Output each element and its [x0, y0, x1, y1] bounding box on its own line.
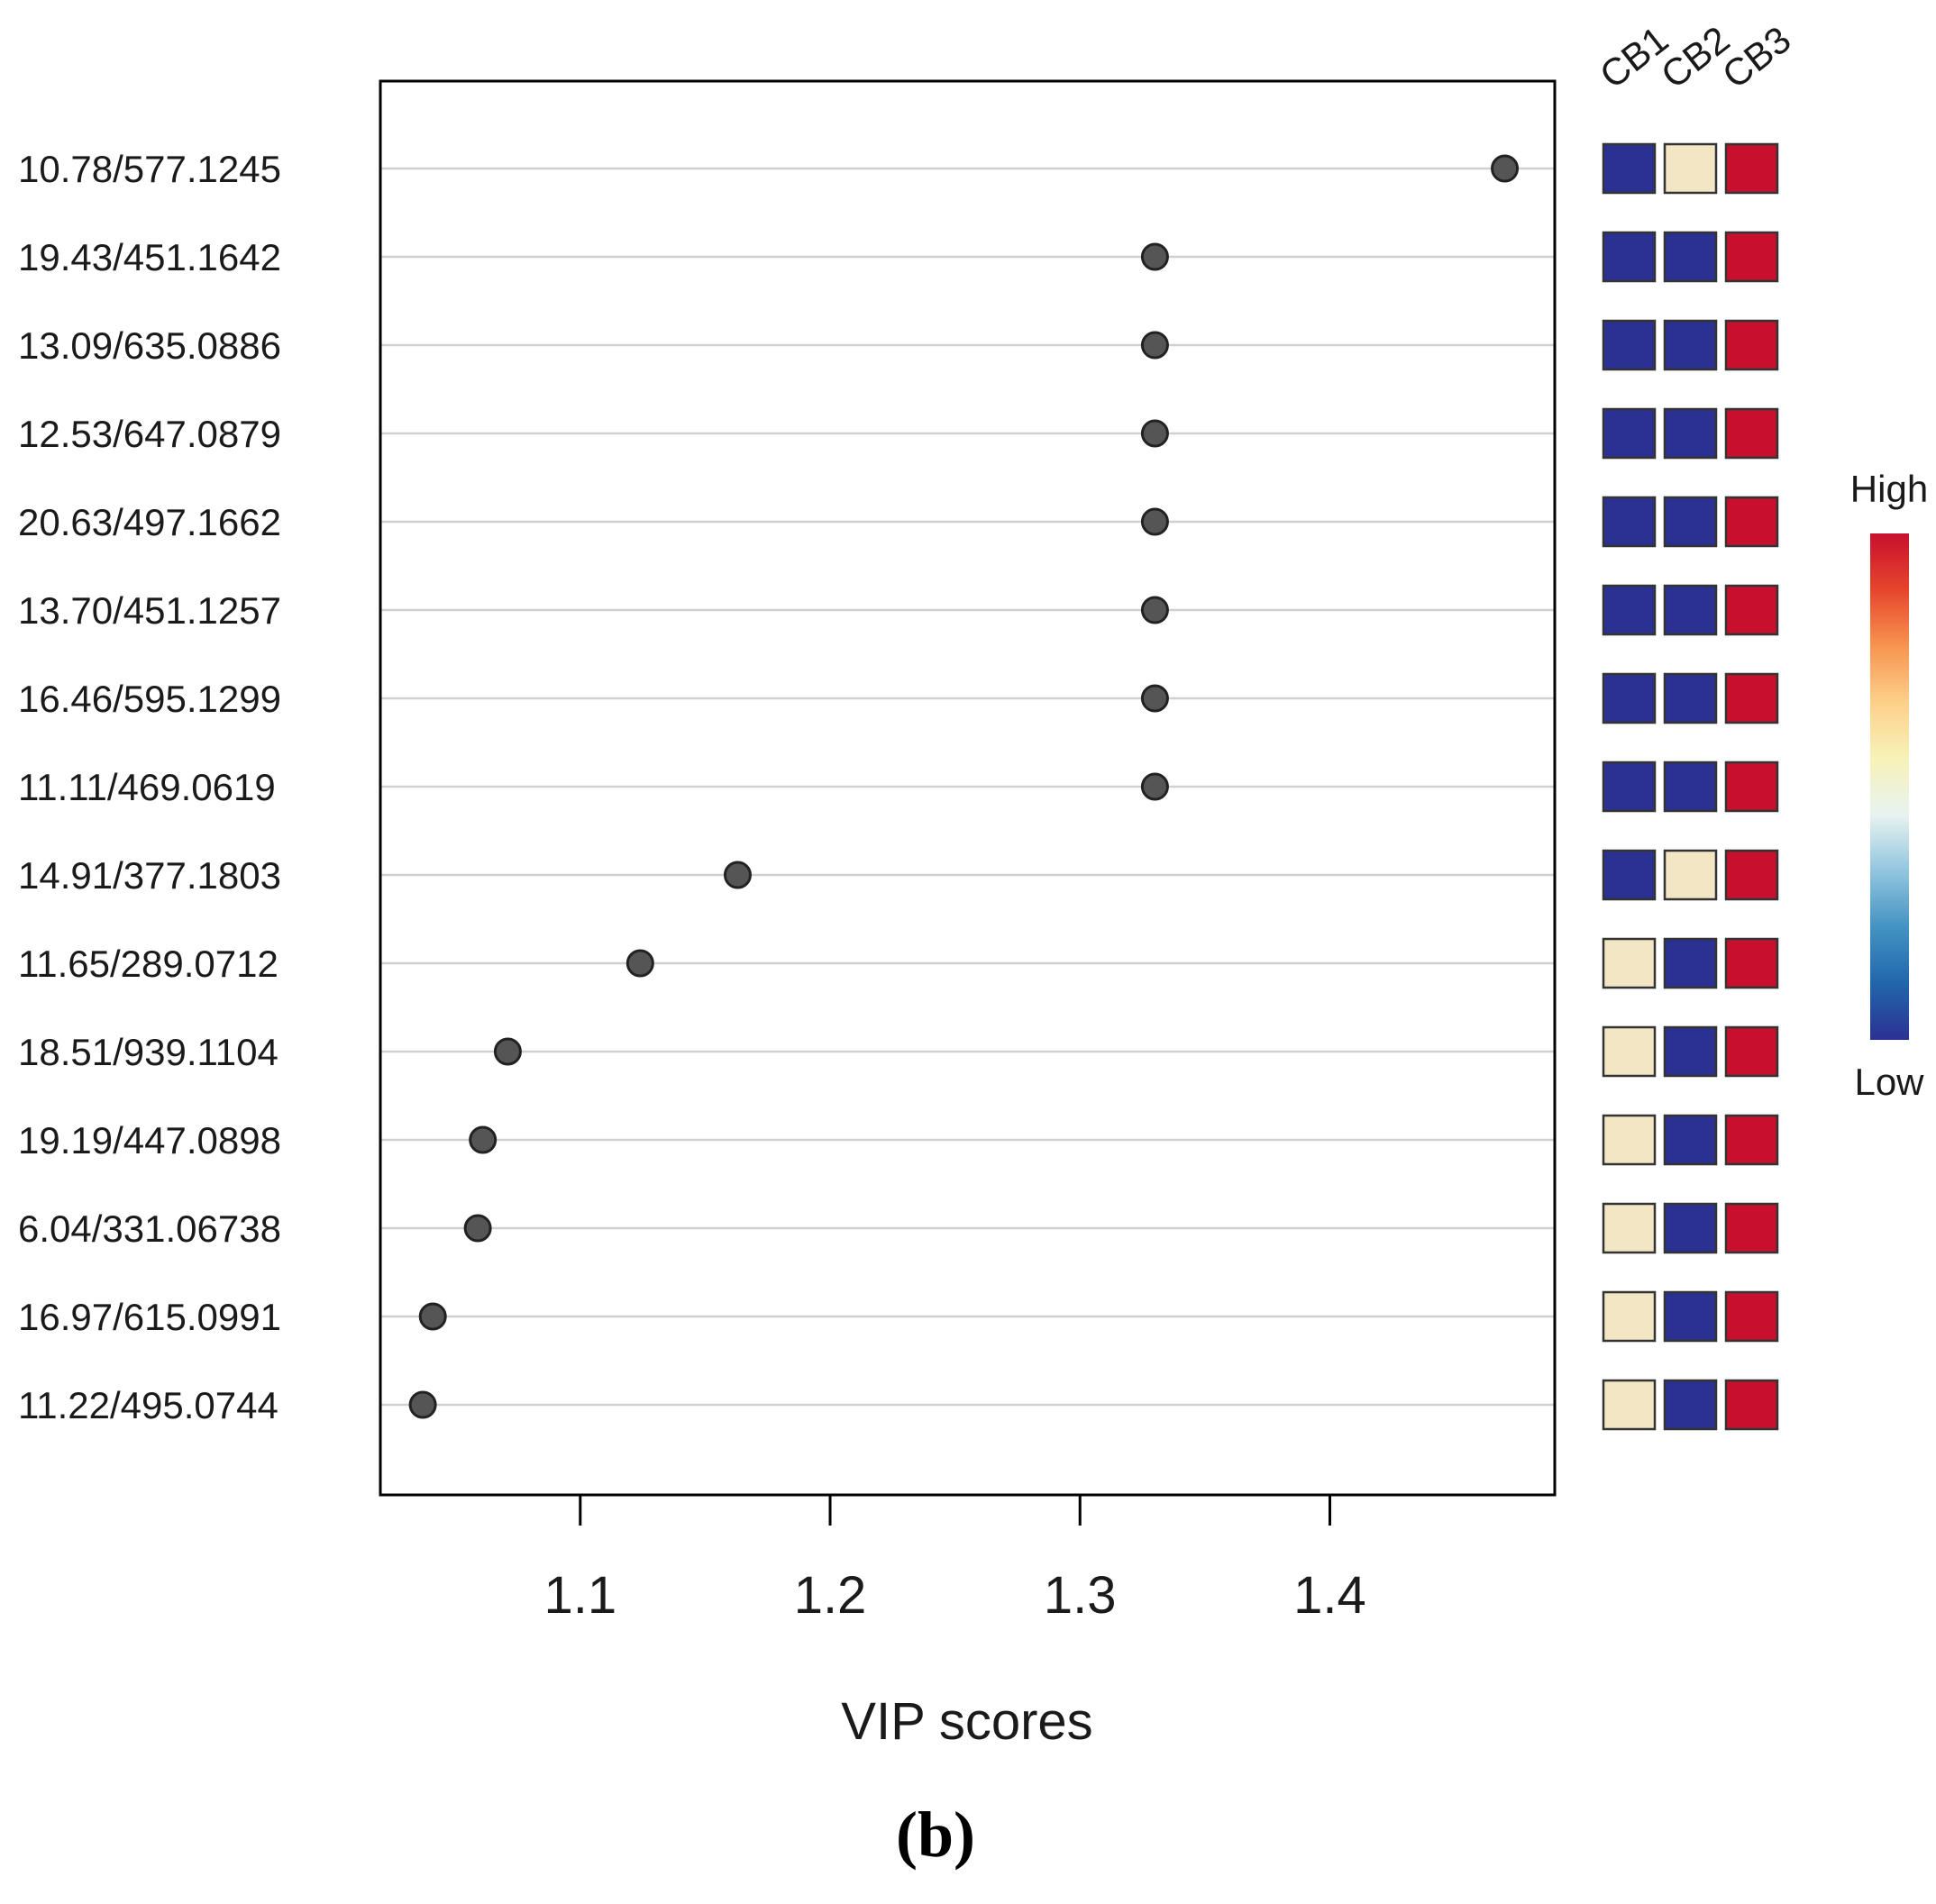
feature-label: 11.65/289.0712: [18, 943, 279, 985]
heatmap-cell: [1724, 231, 1779, 283]
heatmap-cell: [1724, 1025, 1779, 1078]
data-point: [1491, 154, 1520, 183]
data-points: [408, 154, 1520, 1419]
data-point: [493, 1037, 522, 1066]
heatmap-cell: [1663, 1025, 1718, 1078]
heatmap-cell: [1663, 142, 1718, 195]
heatmap-cell: [1724, 849, 1779, 901]
legend-low-label: Low: [1854, 1061, 1924, 1103]
heatmap-cell: [1663, 1114, 1718, 1166]
heatmap-cell: [1602, 761, 1657, 813]
data-point: [469, 1125, 498, 1154]
color-legend: High Low: [1850, 468, 1928, 1103]
heatmap-cell: [1602, 142, 1657, 195]
heatmap-cell: [1602, 231, 1657, 283]
y-axis-labels: 10.78/577.1245 19.43/451.1642 13.09/635.08…: [18, 148, 281, 1426]
heatmap-cell: [1724, 496, 1779, 548]
heatmap-cell: [1663, 1290, 1718, 1343]
heatmap-cell: [1663, 937, 1718, 989]
x-tick-label: 1.3: [1044, 1566, 1117, 1625]
data-point: [1140, 684, 1169, 713]
panel-label: (b): [896, 1799, 975, 1871]
data-point: [408, 1390, 437, 1419]
feature-label: 6.04/331.06738: [18, 1207, 281, 1250]
data-point: [1140, 772, 1169, 801]
x-tick-label: 1.1: [543, 1566, 616, 1625]
heatmap-cell: [1602, 319, 1657, 371]
heatmap-cell: [1724, 319, 1779, 371]
heatmap-cell: [1724, 1202, 1779, 1254]
heatmap-cell: [1724, 1379, 1779, 1431]
legend-high-label: High: [1850, 468, 1928, 510]
heatmap-cell: [1602, 672, 1657, 724]
heatmap-cell: [1602, 849, 1657, 901]
heatmap-cell: [1663, 672, 1718, 724]
legend-colorbar: [1870, 533, 1909, 1040]
heatmap-cell: [1724, 1114, 1779, 1166]
heatmap-cell: [1663, 849, 1718, 901]
heatmap-cell: [1602, 1114, 1657, 1166]
heatmap-cell: [1663, 761, 1718, 813]
data-point: [1140, 242, 1169, 271]
feature-label: 11.11/469.0619: [18, 766, 276, 808]
feature-label: 14.91/377.1803: [18, 854, 281, 897]
feature-label: 18.51/939.1104: [18, 1031, 279, 1073]
data-point: [626, 949, 654, 978]
heatmap-cell: [1663, 1379, 1718, 1431]
heatmap-cell: [1602, 1379, 1657, 1431]
heatmap-column-header: CB3: [1714, 18, 1798, 96]
heatmap-cell: [1663, 231, 1718, 283]
heatmap-cell: [1602, 1290, 1657, 1343]
data-point: [1140, 419, 1169, 448]
data-point: [418, 1302, 447, 1331]
heatmap-cell: [1724, 584, 1779, 636]
heatmap-cell: [1663, 1202, 1718, 1254]
heatmap-cell: [1602, 1202, 1657, 1254]
gridlines: [380, 167, 1555, 1407]
data-point: [463, 1214, 492, 1243]
feature-label: 16.46/595.1299: [18, 678, 281, 720]
heatmap-cell: [1602, 584, 1657, 636]
heatmap-cell: [1602, 1025, 1657, 1078]
heatmap-cell: [1724, 407, 1779, 460]
heatmap-cell: [1724, 672, 1779, 724]
data-point: [1140, 331, 1169, 360]
feature-label: 13.09/635.0886: [18, 324, 281, 367]
heatmap-cell: [1724, 1290, 1779, 1343]
heatmap-cell: [1663, 496, 1718, 548]
data-point: [723, 861, 752, 889]
heatmap-cell: [1602, 496, 1657, 548]
heatmap-cell: [1663, 319, 1718, 371]
feature-label: 12.53/647.0879: [18, 413, 281, 455]
x-axis: 1.1 1.2 1.3 1.4: [543, 1495, 1366, 1625]
data-point: [1140, 507, 1169, 536]
x-tick-label: 1.4: [1293, 1566, 1366, 1625]
heatmap-cell: [1724, 937, 1779, 989]
plot-frame: [379, 79, 1557, 1497]
feature-label: 16.97/615.0991: [18, 1296, 281, 1338]
feature-label: 10.78/577.1245: [18, 148, 281, 190]
feature-label: 13.70/451.1257: [18, 589, 281, 632]
heatmap-cell: [1724, 761, 1779, 813]
heatmap: [1602, 142, 1779, 1431]
x-axis-title: VIP scores: [841, 1692, 1092, 1751]
feature-label: 19.19/447.0898: [18, 1119, 281, 1162]
heatmap-cell: [1602, 937, 1657, 989]
heatmap-cell: [1602, 407, 1657, 460]
heatmap-cell: [1724, 142, 1779, 195]
heatmap-cell: [1663, 407, 1718, 460]
feature-label: 19.43/451.1642: [18, 236, 281, 278]
x-tick-label: 1.2: [794, 1566, 867, 1625]
feature-label: 11.22/495.0744: [18, 1384, 279, 1426]
data-point: [1140, 596, 1169, 624]
feature-label: 20.63/497.1662: [18, 501, 281, 543]
heatmap-cell: [1663, 584, 1718, 636]
